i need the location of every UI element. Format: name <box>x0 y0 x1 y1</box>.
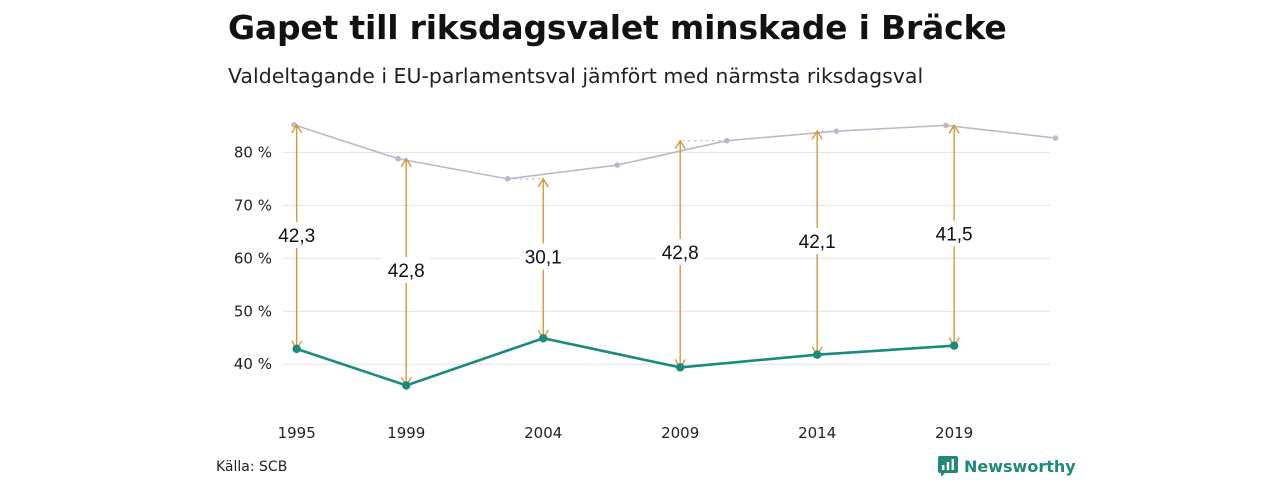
gap-label: 42,8 <box>388 261 425 282</box>
riksdag-point <box>1052 135 1059 141</box>
x-tick-label: 2014 <box>798 424 836 442</box>
y-tick-label: 80 % <box>234 143 272 161</box>
gap-label: 30,1 <box>525 248 562 269</box>
eu-point <box>402 381 411 390</box>
x-tick-label: 2009 <box>661 424 699 442</box>
gap-label: 41,5 <box>936 225 973 246</box>
brand: Newsworthy <box>938 456 1076 476</box>
riksdag-line <box>293 124 1056 180</box>
newsworthy-logo-icon <box>938 456 958 476</box>
x-tick-label: 1999 <box>387 424 425 442</box>
chart-title: Gapet till riksdagsvalet minskade i Bräc… <box>228 8 1007 47</box>
gap-label-bg <box>272 221 321 248</box>
eu-point <box>675 363 685 372</box>
x-tick-label: 1995 <box>278 424 316 442</box>
gap-label: 42,1 <box>799 232 836 253</box>
gap-label: 42,3 <box>278 226 315 247</box>
y-tick-label: 70 % <box>234 196 272 214</box>
brand-name: Newsworthy <box>964 456 1076 476</box>
gap-label-bg <box>793 227 842 254</box>
source-label: Källa: SCB <box>216 459 288 475</box>
eu-point <box>292 344 301 354</box>
eu-point <box>539 334 548 343</box>
gap-label-bg <box>930 220 979 247</box>
gap-label-bg <box>656 239 705 266</box>
chart-subtitle: Valdeltagande i EU-parlamentsval jämfört… <box>228 64 924 88</box>
riksdag-point <box>614 162 620 168</box>
x-tick-label: 2004 <box>524 424 562 442</box>
eu-point <box>949 341 959 350</box>
y-tick-label: 50 % <box>234 302 272 320</box>
x-tick-label: 2019 <box>935 424 973 442</box>
eu-point <box>812 350 822 359</box>
y-tick-label: 60 % <box>234 249 272 267</box>
gap-label: 42,8 <box>662 243 699 264</box>
y-tick-label: 40 % <box>234 355 272 373</box>
eu-line <box>296 336 955 387</box>
gap-label-bg <box>519 243 568 270</box>
gap-label-bg <box>382 257 431 284</box>
